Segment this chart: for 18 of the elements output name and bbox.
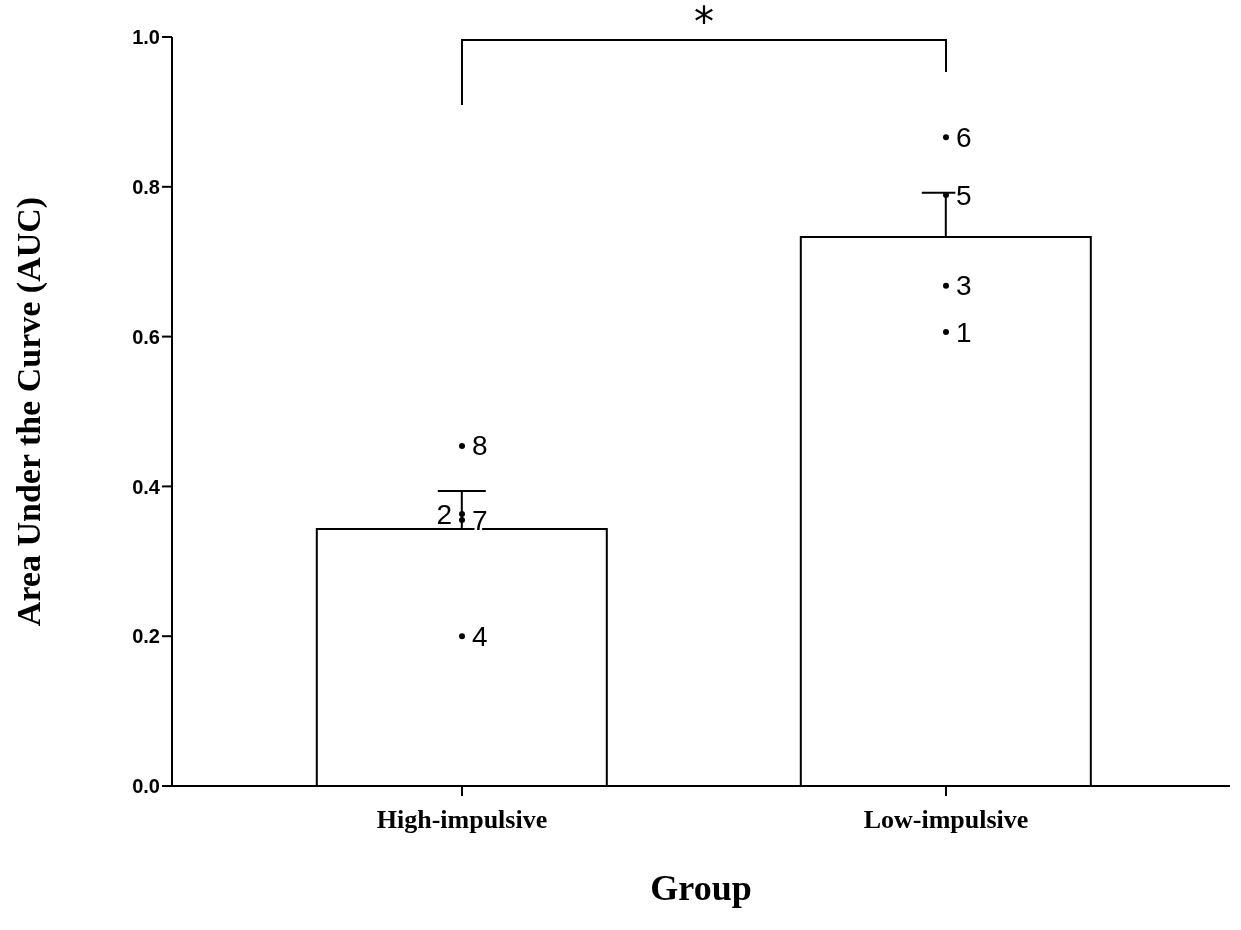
x-tick-label: High-impulsive (376, 805, 548, 835)
y-tick-label: 0.4 (132, 475, 161, 498)
y-tick-label: 0.6 (132, 325, 160, 348)
y-axis-title: Area Under the Curve (AUC) (10, 196, 49, 627)
y-tick-label: 0.0 (132, 775, 160, 798)
annotation: 6 (956, 121, 972, 153)
y-tick-label: 0.2 (132, 625, 160, 648)
x-tick-label: Low-impulsive (863, 805, 1029, 835)
annotation: 7 (472, 504, 488, 536)
y-tick-label: 1.0 (132, 26, 160, 49)
y-tick-label: 0.8 (132, 175, 160, 198)
x-axis-title: Group (650, 868, 752, 908)
annotation: * (694, 0, 714, 45)
annotation: 4 (472, 620, 488, 652)
annotation: 2 (436, 498, 452, 530)
annotation: 3 (956, 270, 972, 302)
annotation: 8 (472, 430, 488, 462)
annotation: 1 (956, 316, 972, 348)
